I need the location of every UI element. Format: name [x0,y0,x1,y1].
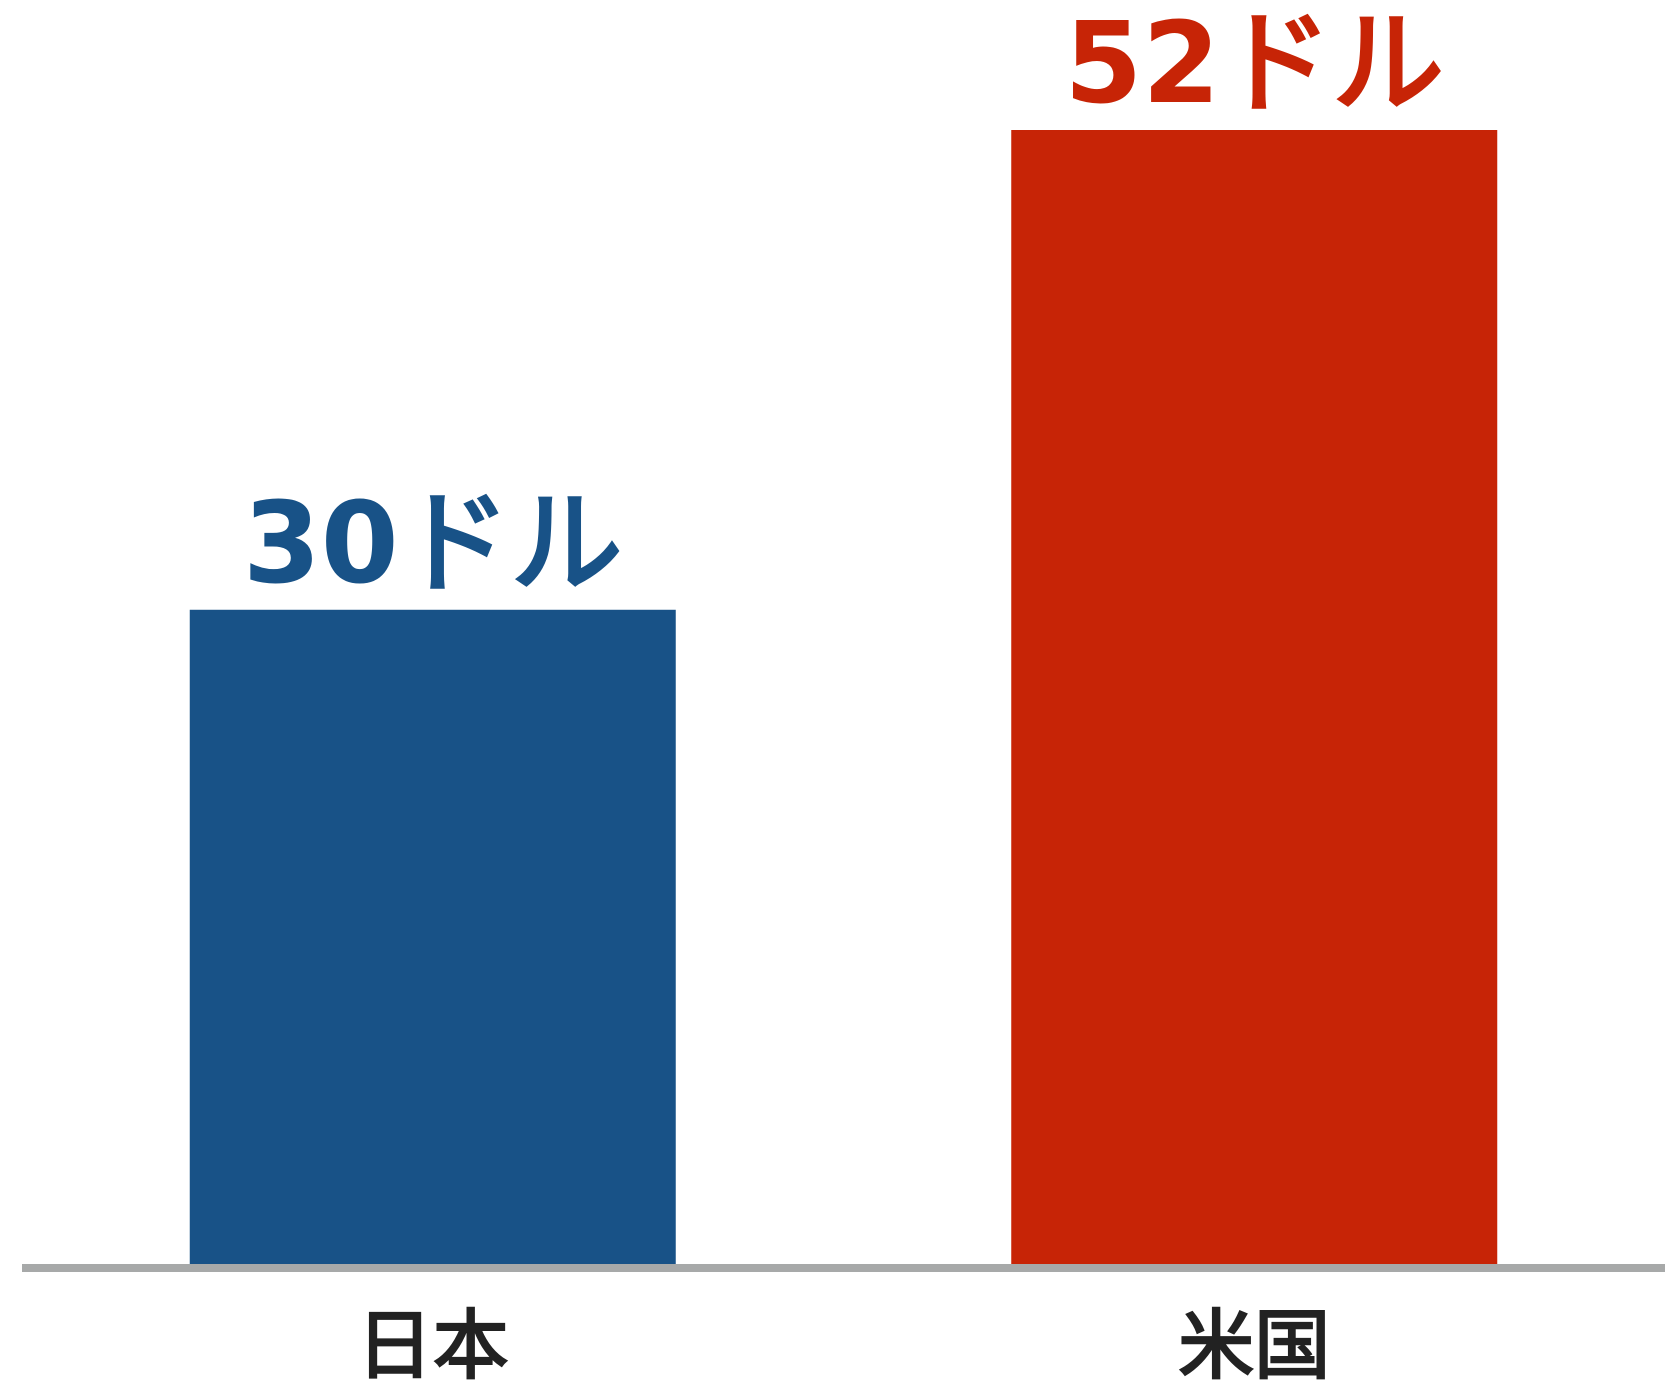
category-label-0: 日本 [357,1301,509,1388]
value-label-0: 30ドル [243,479,623,609]
bars-layer [189,130,1498,1264]
bar-1 [1011,130,1498,1264]
category-label-1: 米国 [1178,1301,1330,1388]
bar-0 [189,609,676,1264]
value-label-1: 52ドル [1064,0,1444,129]
